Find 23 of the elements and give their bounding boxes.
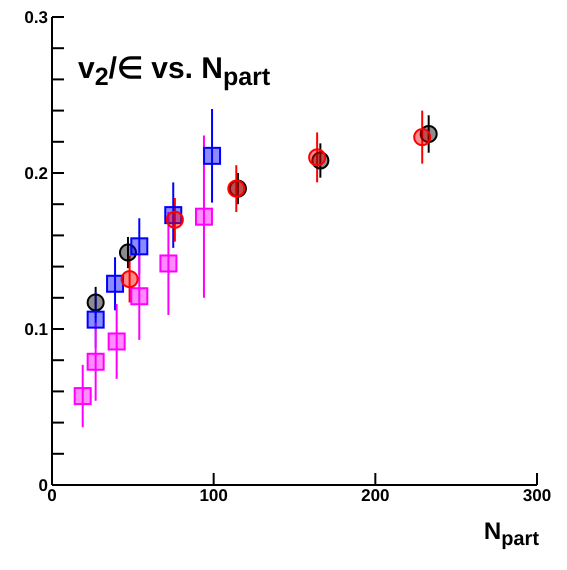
point — [130, 287, 148, 306]
point — [413, 128, 432, 146]
x-tick-label: 300 — [522, 486, 552, 506]
y-tick-label: 0.1 — [24, 320, 48, 340]
point — [106, 274, 124, 293]
text: v$_{2}$/∈ vs. N$_{part}$ — [78, 51, 270, 92]
y-tick-label: 0.3 — [24, 8, 48, 28]
point — [120, 270, 139, 288]
point — [130, 237, 148, 256]
point — [108, 332, 126, 350]
x-tick-label: 200 — [361, 486, 390, 506]
point — [74, 387, 92, 406]
point — [194, 208, 213, 226]
point — [203, 146, 222, 165]
x-axis-title: N$_{part}$ — [484, 518, 539, 551]
point — [166, 210, 184, 229]
point — [159, 254, 178, 272]
x-tick-label: 100 — [199, 486, 228, 506]
point — [308, 148, 326, 166]
point — [86, 293, 105, 312]
point — [86, 352, 105, 371]
point — [86, 310, 105, 329]
y-tick-label: 0.2 — [24, 164, 48, 184]
